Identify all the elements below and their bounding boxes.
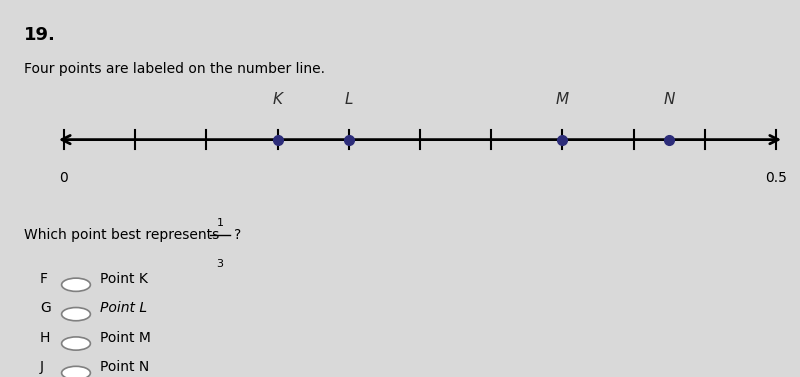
Text: 0: 0 bbox=[60, 171, 68, 185]
Text: M: M bbox=[556, 92, 569, 107]
Text: Point L: Point L bbox=[100, 301, 147, 315]
Text: K: K bbox=[273, 92, 282, 107]
Text: Point N: Point N bbox=[100, 360, 150, 374]
Text: 0.5: 0.5 bbox=[765, 171, 787, 185]
Circle shape bbox=[62, 337, 90, 350]
Text: H: H bbox=[40, 331, 50, 345]
Text: Which point best represents: Which point best represents bbox=[24, 228, 224, 242]
Text: F: F bbox=[40, 272, 48, 286]
Text: Point M: Point M bbox=[100, 331, 151, 345]
Circle shape bbox=[62, 278, 90, 291]
Text: L: L bbox=[345, 92, 353, 107]
Text: N: N bbox=[663, 92, 675, 107]
Text: 19.: 19. bbox=[24, 26, 56, 44]
Text: G: G bbox=[40, 301, 50, 315]
Circle shape bbox=[62, 366, 90, 377]
Text: Four points are labeled on the number line.: Four points are labeled on the number li… bbox=[24, 63, 325, 77]
Text: 3: 3 bbox=[217, 259, 223, 269]
Text: 1: 1 bbox=[217, 218, 223, 228]
Circle shape bbox=[62, 308, 90, 321]
Text: J: J bbox=[40, 360, 44, 374]
Text: ?: ? bbox=[234, 228, 242, 242]
Text: Point K: Point K bbox=[100, 272, 148, 286]
